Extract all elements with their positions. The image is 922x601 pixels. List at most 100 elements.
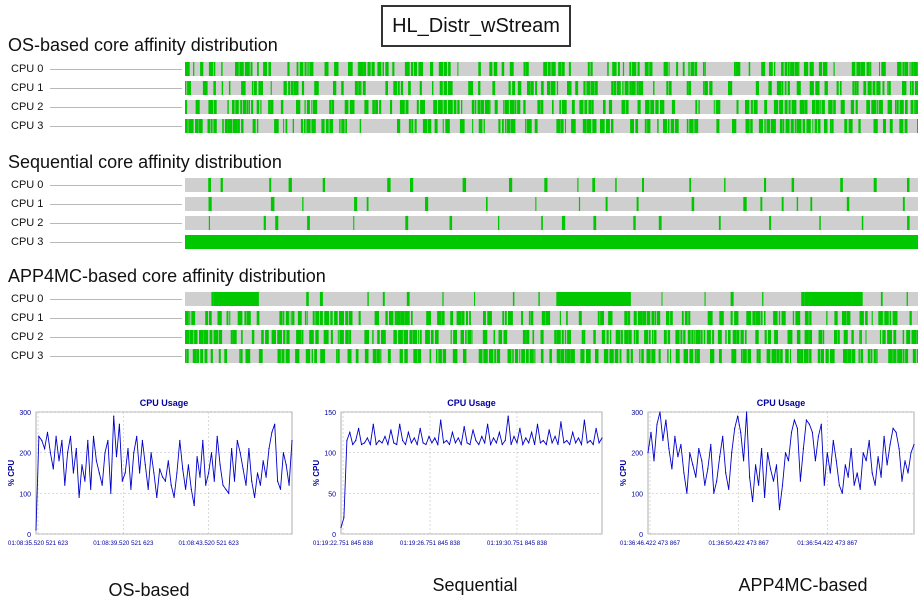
data-point [408,432,409,433]
busy-segment [450,311,453,325]
busy-segment [737,330,739,344]
busy-segment [307,311,308,325]
busy-segment [372,330,373,344]
busy-segment [311,100,312,114]
busy-segment [748,349,752,363]
busy-segment [616,330,621,344]
data-point [349,432,350,433]
busy-segment [271,81,272,95]
busy-segment [841,100,845,114]
data-point [722,436,723,437]
busy-segment [567,330,571,344]
busy-segment [483,330,488,344]
data-point [791,432,792,433]
busy-segment [334,311,338,325]
busy-segment [728,81,732,95]
data-point [225,489,226,490]
busy-segment [293,119,294,133]
busy-segment [710,349,714,363]
busy-segment [566,311,568,325]
data-point [502,444,503,445]
busy-segment [334,62,338,76]
busy-segment [712,330,714,344]
affinity-marks [185,62,918,76]
busy-segment [579,100,583,114]
data-point [824,485,825,486]
busy-segment [281,100,283,114]
data-point [773,481,774,482]
busy-segment [495,100,498,114]
cpu-label: CPU 2 [11,101,43,113]
busy-segment [390,100,392,114]
busy-segment [323,178,325,192]
busy-segment [592,119,596,133]
data-point [414,437,415,438]
busy-segment [622,81,623,95]
busy-segment [377,349,380,363]
busy-segment [804,62,808,76]
data-point [96,460,97,461]
busy-segment [897,100,899,114]
busy-segment [363,81,366,95]
busy-segment [543,62,547,76]
data-point [437,444,438,445]
busy-segment [903,197,905,211]
busy-segment [502,62,505,76]
busy-segment [565,119,566,133]
busy-segment [887,330,892,344]
busy-segment [240,100,242,114]
data-point [222,485,223,486]
data-point [851,448,852,449]
busy-segment [751,100,753,114]
busy-segment [780,119,783,133]
busy-segment [355,81,358,95]
busy-segment [629,62,631,76]
busy-segment [385,62,388,76]
data-point [99,472,100,473]
busy-segment [484,119,485,133]
busy-segment [698,100,699,114]
busy-segment [562,100,567,114]
data-point [475,440,476,441]
busy-segment [725,330,727,344]
busy-segment [548,62,551,76]
busy-segment [902,81,906,95]
busy-segment [246,349,251,363]
busy-segment [551,62,555,76]
busy-segment [782,197,784,211]
data-point [104,452,105,453]
row-guide [50,318,182,319]
busy-segment [521,311,523,325]
busy-segment [444,62,447,76]
busy-segment [590,62,592,76]
busy-segment [227,100,228,114]
data-point [373,424,374,425]
busy-segment [847,197,850,211]
busy-segment [268,62,271,76]
data-point [698,448,699,449]
busy-segment [887,81,888,95]
data-point [277,481,278,482]
data-point [785,452,786,453]
affinity-track [185,292,918,306]
busy-segment [367,292,368,306]
busy-segment [283,119,284,133]
data-point [674,436,675,437]
data-point [251,481,252,482]
busy-segment [478,81,480,95]
busy-segment [593,330,596,344]
data-point [266,477,267,478]
data-point [827,452,828,453]
busy-segment [842,311,846,325]
busy-segment [287,62,289,76]
busy-segment [191,311,195,325]
data-point [291,440,292,441]
busy-segment [185,235,918,249]
busy-segment [219,349,221,363]
busy-segment [773,311,778,325]
data-point [904,460,905,461]
busy-segment [897,349,902,363]
data-point [440,420,441,421]
busy-segment [448,81,453,95]
data-point [543,440,544,441]
